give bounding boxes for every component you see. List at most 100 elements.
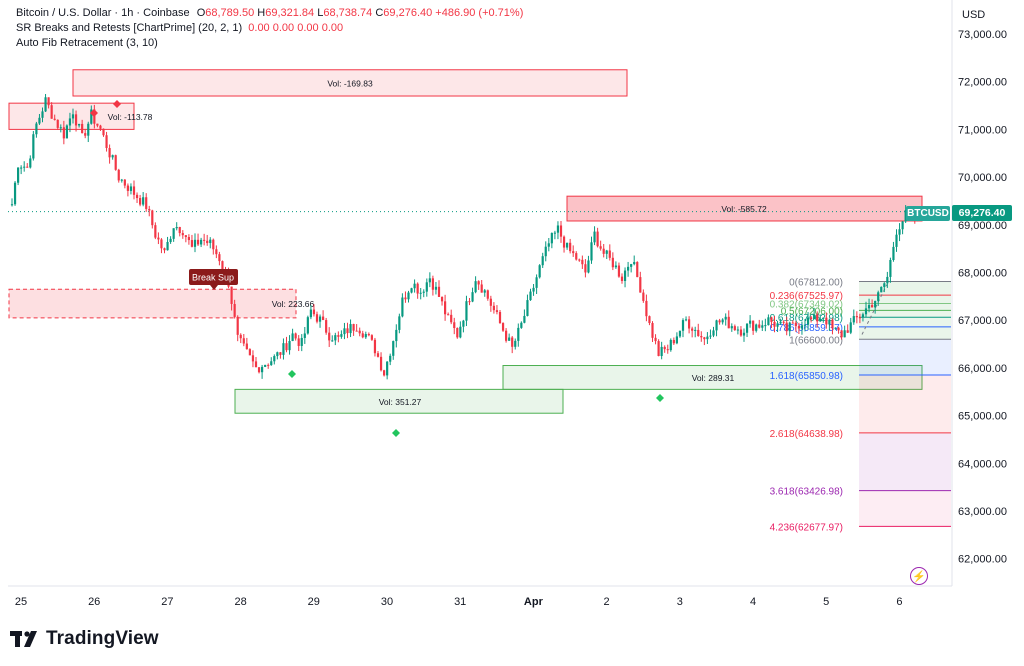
candle-body xyxy=(282,343,285,355)
candle-body xyxy=(889,260,892,277)
candle-body xyxy=(328,332,331,341)
candle-body xyxy=(248,349,251,356)
candle-body xyxy=(215,249,218,255)
fib-level-label: 0.382(67349.02) xyxy=(770,300,843,311)
candle-body xyxy=(803,324,807,326)
candle-body xyxy=(858,317,861,319)
buy-signal-marker xyxy=(392,429,400,437)
candle-body xyxy=(770,317,773,322)
candle-body xyxy=(297,338,300,346)
candle-body xyxy=(828,319,831,325)
candle-body xyxy=(782,321,785,323)
candle-body xyxy=(867,305,871,309)
candle-body xyxy=(62,127,65,139)
candle-body xyxy=(654,337,657,342)
candle-body xyxy=(886,276,889,284)
fib-zone xyxy=(859,490,951,527)
fib-level-label: 1.618(65850.98) xyxy=(770,371,843,382)
candle-body xyxy=(465,301,468,321)
candle-body xyxy=(541,256,544,266)
candle-body xyxy=(160,239,163,249)
candle-body xyxy=(236,316,239,335)
candle-body xyxy=(453,322,456,329)
candle-body xyxy=(111,155,114,158)
sr-zone-label: Vol: 289.31 xyxy=(692,373,735,383)
candle-body xyxy=(181,233,184,236)
candle-body xyxy=(505,330,508,341)
candle-body xyxy=(288,341,291,351)
lightning-icon[interactable]: ⚡ xyxy=(910,567,928,585)
fib-level-label: 4.236(62677.97) xyxy=(770,522,843,533)
break-support-label: Break Sup xyxy=(192,273,234,283)
candle-body xyxy=(398,316,401,330)
candle-body xyxy=(50,105,53,119)
candle-body xyxy=(895,234,898,247)
candle-body xyxy=(904,210,907,222)
fib-zone xyxy=(859,375,951,433)
candle-body xyxy=(312,309,316,315)
candle-body xyxy=(825,317,828,325)
candle-body xyxy=(599,246,602,249)
candle-body xyxy=(343,328,346,335)
sr-zone xyxy=(8,102,135,130)
fib-level-label: 0.5(67206.00) xyxy=(781,306,843,317)
tradingview-logo[interactable]: TradingView xyxy=(10,627,159,651)
candle-body xyxy=(602,248,605,254)
candle-body xyxy=(419,292,422,294)
candle-body xyxy=(340,334,343,337)
candle-body xyxy=(413,283,416,289)
candle-body xyxy=(105,135,108,149)
candle-body xyxy=(47,97,50,106)
time-tick-label: 3 xyxy=(677,596,683,608)
candle-body xyxy=(498,311,502,324)
fib-level-label: 1(66600.00) xyxy=(789,335,843,346)
candle-body xyxy=(169,238,172,242)
candle-body xyxy=(434,286,438,290)
candle-body xyxy=(373,339,377,354)
candle-body xyxy=(74,114,78,126)
candle-body xyxy=(172,228,175,239)
candle-body xyxy=(114,155,117,170)
candle-body xyxy=(523,315,526,323)
candle-body xyxy=(450,314,453,323)
candle-body xyxy=(822,317,825,319)
candle-body xyxy=(566,242,569,248)
candle-body xyxy=(32,134,35,159)
break-support-badge xyxy=(189,269,238,285)
candle-body xyxy=(691,328,694,331)
candle-body xyxy=(200,239,203,245)
candle-body xyxy=(41,111,44,118)
candle-body xyxy=(245,343,248,350)
candle-body xyxy=(590,242,593,261)
candle-body xyxy=(837,327,840,331)
candle-body xyxy=(739,329,743,336)
indicator-sr-legend[interactable]: SR Breaks and Retests [ChartPrime] (20, … xyxy=(16,21,343,35)
candle-body xyxy=(120,179,123,181)
candle-body xyxy=(767,317,770,326)
indicator-fib-legend[interactable]: Auto Fib Retracement (3, 10) xyxy=(16,36,158,50)
candle-body xyxy=(855,316,858,318)
candle-body xyxy=(376,353,380,357)
candle-body xyxy=(651,323,654,338)
buy-signal-marker xyxy=(656,394,664,402)
price-tick-label: 67,000.00 xyxy=(958,315,1007,327)
candle-body xyxy=(614,265,617,268)
candle-body xyxy=(846,330,849,333)
candle-body xyxy=(318,316,322,322)
close-value: 69,276.40 xyxy=(383,7,433,19)
candle-body xyxy=(517,327,520,341)
candle-body xyxy=(514,340,517,347)
candle-body xyxy=(724,316,727,320)
currency-label: USD xyxy=(962,9,986,21)
candle-body xyxy=(395,329,398,342)
candle-body xyxy=(843,330,846,338)
candle-body xyxy=(221,261,224,270)
candle-body xyxy=(459,326,462,338)
candle-body xyxy=(35,123,38,135)
time-tick-label: 25 xyxy=(15,596,27,608)
candle-body xyxy=(276,352,279,357)
candle-body xyxy=(791,322,794,324)
candle-body xyxy=(206,240,209,244)
candle-body xyxy=(620,276,624,281)
